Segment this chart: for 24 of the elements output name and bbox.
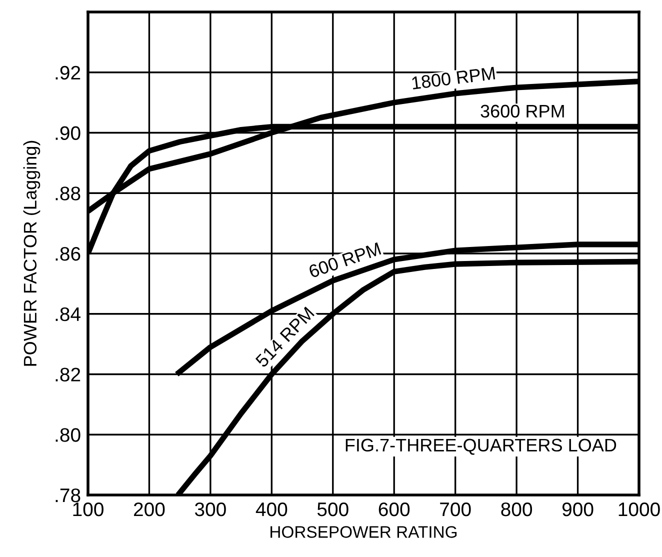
x-tick-label: 300 — [194, 502, 226, 516]
x-tick-label: 100 — [73, 502, 104, 516]
x-tick-label: 600 — [378, 502, 410, 516]
text: 1800 RPM — [412, 66, 496, 90]
y-tick-label: .90 — [56, 126, 80, 140]
x-tick-label: 400 — [256, 502, 288, 516]
y-axis-title: POWER FACTOR (Lagging) — [23, 140, 40, 366]
y-tick-label: .86 — [56, 246, 80, 261]
annotation: FIG.7-THREE-QUARTERS LOAD — [346, 438, 616, 455]
series-label: 3600 RPM — [480, 104, 564, 118]
y-tick-label: .80 — [56, 428, 80, 442]
y-tick-label: .82 — [56, 368, 80, 382]
x-tick-label: 800 — [501, 502, 532, 516]
y-tick-label: .88 — [56, 186, 80, 200]
x-tick-label: 1000 — [618, 502, 660, 516]
y-tick-label: .84 — [56, 307, 80, 322]
y-tick-label: .92 — [56, 66, 80, 80]
x-tick-label: 500 — [317, 502, 348, 516]
x-tick-label: 700 — [440, 502, 471, 516]
text: 600 RPM — [308, 242, 382, 278]
x-tick-label: 200 — [134, 502, 165, 516]
x-tick-label: 900 — [562, 502, 594, 516]
x-axis-title: HORSEPOWER RATING — [270, 526, 457, 538]
y-tick-label: .78 — [56, 488, 80, 502]
